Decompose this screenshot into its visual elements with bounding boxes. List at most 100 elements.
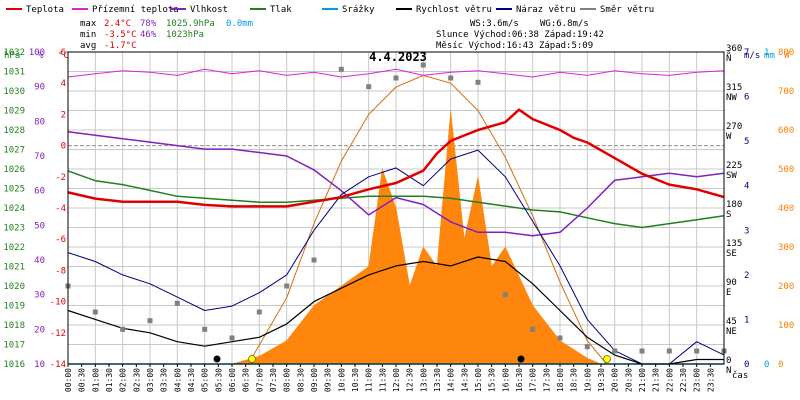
wind-direction-tick-label: 315 bbox=[726, 83, 742, 93]
time-tick-label: 12:30 bbox=[406, 368, 415, 392]
wind-direction-point bbox=[612, 348, 618, 354]
pressure-line bbox=[67, 170, 725, 229]
time-tick-label: 16:30 bbox=[515, 368, 524, 392]
humidity-tick-label: 50 bbox=[34, 221, 45, 231]
axis-labels: 1016101710181019102010211022102310241025… bbox=[3, 44, 794, 392]
solar-tick-label: 700 bbox=[778, 87, 794, 97]
time-tick-label: 18:00 bbox=[556, 368, 565, 392]
legend-label: Přízemní teplota bbox=[92, 5, 179, 15]
temperature-tick-label: -10 bbox=[50, 298, 66, 308]
pressure-tick-label: 1022 bbox=[3, 243, 25, 253]
wind-direction-point bbox=[694, 348, 700, 354]
stats-min-label: min bbox=[80, 30, 96, 40]
time-tick-label: 22:30 bbox=[679, 368, 688, 392]
ground-temperature-line bbox=[67, 68, 725, 78]
time-tick-label: 15:00 bbox=[474, 368, 483, 392]
temperature-tick-label: -14 bbox=[50, 360, 66, 370]
wind-direction-point bbox=[92, 309, 98, 315]
time-tick-label: 13:30 bbox=[433, 368, 442, 392]
wind-direction-point bbox=[202, 326, 208, 332]
time-tick-label: 01:00 bbox=[91, 368, 100, 392]
solar-tick-label: 100 bbox=[778, 321, 794, 331]
wind-speed-tick-label: 5 bbox=[744, 137, 749, 147]
wind-direction-point bbox=[311, 257, 317, 263]
wind-direction-point bbox=[448, 75, 454, 81]
wind-direction-tick-label: 45 bbox=[726, 317, 737, 327]
time-tick-label: 09:00 bbox=[310, 368, 319, 392]
moonset-marker bbox=[213, 355, 221, 363]
wind-direction-compass-label: E bbox=[726, 288, 731, 298]
stats-max-label: max bbox=[80, 19, 97, 29]
temperature-tick-label: -6 bbox=[55, 235, 66, 245]
time-tick-label: 06:00 bbox=[228, 368, 237, 392]
moon-info: Měsíc Východ:16:43 Západ:5:09 bbox=[436, 41, 593, 51]
solar-radiation-area bbox=[231, 110, 602, 365]
legend-label: Tlak bbox=[270, 5, 292, 15]
wind-direction-point bbox=[120, 326, 126, 332]
wind-direction-compass-label: NW bbox=[726, 93, 737, 103]
wind-direction-compass-label: SW bbox=[726, 171, 737, 181]
solar-tick-label: 200 bbox=[778, 282, 794, 292]
time-tick-label: 05:30 bbox=[214, 368, 223, 392]
legend-label: Náraz větru bbox=[516, 5, 576, 15]
temperature-tick-label: 6 bbox=[61, 48, 66, 58]
humidity-tick-label: 40 bbox=[34, 256, 45, 266]
wind-gust-info: WG:6.8m/s bbox=[540, 19, 589, 29]
wind-direction-point bbox=[174, 300, 180, 306]
humidity-tick-label: 60 bbox=[34, 187, 45, 197]
legend-label: Směr větru bbox=[600, 5, 654, 15]
time-tick-label: 05:00 bbox=[201, 368, 210, 392]
stats-max-press: 1025.9hPa bbox=[166, 19, 215, 29]
axis-units: hPa % °C ° m/s mm W čas bbox=[4, 51, 790, 381]
temperature-tick-label: 0 bbox=[61, 142, 66, 152]
stats-avg-label: avg bbox=[80, 41, 96, 51]
wind-direction-point bbox=[366, 84, 372, 90]
temperature-tick-label: -12 bbox=[50, 329, 66, 339]
pressure-tick-label: 1024 bbox=[3, 204, 25, 214]
time-tick-label: 09:30 bbox=[324, 368, 333, 392]
stats-avg-temp: -1.7°C bbox=[104, 41, 137, 51]
wind-direction-point bbox=[229, 335, 235, 341]
solar-tick-label: 0 bbox=[778, 360, 783, 370]
wind-speed-tick-label: 1 bbox=[744, 315, 749, 325]
stats-min-hum: 46% bbox=[140, 30, 157, 40]
pressure-tick-label: 1020 bbox=[3, 282, 25, 292]
pressure-tick-label: 1029 bbox=[3, 107, 25, 117]
temperature-tick-label: -2 bbox=[55, 173, 66, 183]
wind-direction-compass-label: N bbox=[726, 54, 731, 64]
wind-direction-point bbox=[502, 292, 508, 298]
time-tick-label: 22:00 bbox=[665, 368, 674, 392]
sun-moon-markers bbox=[213, 355, 611, 363]
time-tick-label: 18:30 bbox=[570, 368, 579, 392]
time-tick-label: 06:30 bbox=[242, 368, 251, 392]
wind-direction-point bbox=[639, 348, 645, 354]
unit-mm: mm bbox=[764, 51, 775, 61]
humidity-tick-label: 10 bbox=[34, 360, 45, 370]
pressure-tick-label: 1032 bbox=[3, 48, 25, 58]
wind-direction-tick-label: 90 bbox=[726, 278, 737, 288]
wind-direction-point bbox=[666, 348, 672, 354]
sunrise-marker bbox=[248, 355, 256, 363]
pressure-tick-label: 1027 bbox=[3, 146, 25, 156]
stats-min-press: 1023hPa bbox=[166, 30, 204, 40]
time-tick-label: 08:00 bbox=[283, 368, 292, 392]
rain-tick-label: 0 bbox=[764, 360, 769, 370]
solar-tick-label: 800 bbox=[778, 48, 794, 58]
time-tick-label: 17:00 bbox=[529, 368, 538, 392]
humidity-tick-label: 30 bbox=[34, 291, 45, 301]
time-tick-label: 20:00 bbox=[611, 368, 620, 392]
time-tick-label: 03:30 bbox=[160, 368, 169, 392]
pressure-tick-label: 1026 bbox=[3, 165, 25, 175]
humidity-line bbox=[67, 130, 725, 237]
wind-direction-point bbox=[557, 335, 563, 341]
temperature-line bbox=[67, 108, 725, 208]
wind-speed-tick-label: 7 bbox=[744, 48, 749, 58]
stats-min-temp: -3.5°C bbox=[104, 30, 137, 40]
unit-time: čas bbox=[732, 370, 748, 381]
temperature-tick-label: 2 bbox=[61, 110, 66, 120]
pressure-tick-label: 1019 bbox=[3, 302, 25, 312]
temperature-tick-label: -4 bbox=[55, 204, 66, 214]
humidity-tick-label: 90 bbox=[34, 83, 45, 93]
humidity-tick-label: 100 bbox=[29, 48, 45, 58]
